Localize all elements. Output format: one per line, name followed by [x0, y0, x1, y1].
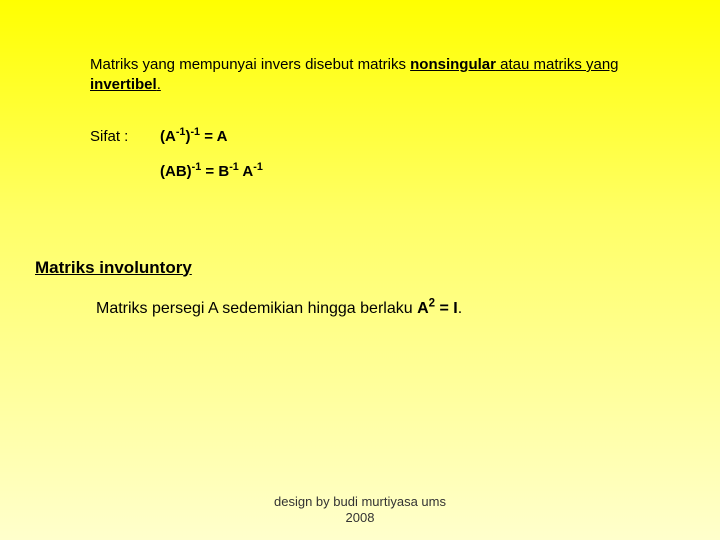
intro-part2-atau: atau matriks yang: [496, 56, 619, 73]
eq1-c: = A: [200, 128, 227, 145]
eq1-sup1: -1: [176, 126, 186, 138]
intro-bold-nonsingular: nonsingular: [410, 56, 496, 73]
involuntory-text-a: Matriks persegi A sedemikian hingga berl…: [96, 300, 417, 317]
intro-period: .: [157, 76, 161, 93]
eq2-sup3: -1: [253, 161, 263, 173]
eq1-a: (A: [160, 128, 176, 145]
intro-part1: Matriks yang mempunyai invers disebut ma…: [90, 56, 410, 73]
intro-paragraph: Matriks yang mempunyai invers disebut ma…: [90, 55, 630, 96]
eq2-c: A: [239, 163, 253, 180]
eq2-sup1: -1: [192, 161, 202, 173]
intro-bold-invertibel: invertibel: [90, 76, 157, 93]
sifat-eq1: (A-1)-1 = A: [160, 128, 263, 145]
footer-line2: 2008: [0, 510, 720, 526]
involuntory-heading: Matriks involuntory: [35, 258, 630, 278]
footer: design by budi murtiyasa ums 2008: [0, 494, 720, 527]
eq2-a: (AB): [160, 163, 192, 180]
sifat-eq2: (AB)-1 = B-1 A-1: [160, 163, 263, 180]
involuntory-eqI: = I: [435, 300, 458, 317]
sifat-equations: (A-1)-1 = A (AB)-1 = B-1 A-1: [160, 128, 263, 198]
footer-line1: design by budi murtiyasa ums: [0, 494, 720, 510]
involuntory-period: .: [458, 300, 462, 317]
sifat-block: Sifat : (A-1)-1 = A (AB)-1 = B-1 A-1: [90, 128, 630, 198]
eq1-sup2: -1: [190, 126, 200, 138]
eq2-sup2: -1: [229, 161, 239, 173]
involuntory-A: A: [417, 300, 429, 317]
involuntory-text: Matriks persegi A sedemikian hingga berl…: [96, 300, 630, 318]
sifat-label: Sifat :: [90, 128, 160, 198]
eq2-b: = B: [201, 163, 229, 180]
